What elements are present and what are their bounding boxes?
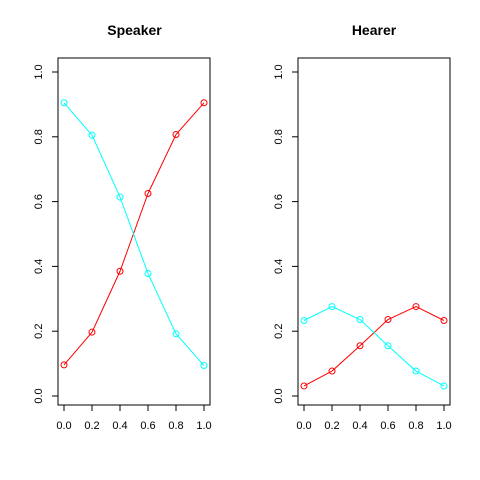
y-tick-label: 0.6 <box>33 194 45 209</box>
series-layer <box>300 303 448 390</box>
y-tick-label: 0.0 <box>273 388 285 403</box>
data-point <box>440 382 448 390</box>
data-point <box>60 361 68 369</box>
data-point <box>356 316 364 324</box>
y-tick-label: 0.0 <box>33 388 45 403</box>
data-point <box>300 382 308 390</box>
x-tick-label: 0.4 <box>352 420 367 432</box>
data-point <box>144 190 152 197</box>
y-tick-label: 0.6 <box>273 194 285 209</box>
data-point <box>300 317 308 325</box>
data-point <box>172 131 180 139</box>
data-point <box>144 270 152 278</box>
y-tick-label: 0.8 <box>273 129 285 144</box>
data-point <box>200 362 208 370</box>
plot-frame <box>297 57 451 406</box>
data-point <box>200 99 208 107</box>
y-tick-label: 0.2 <box>273 324 285 339</box>
x-axis: 0.0 0.2 0.4 0.6 0.8 1.0 <box>56 404 212 432</box>
x-axis: 0.0 0.2 0.4 0.6 0.8 1.0 <box>296 404 452 432</box>
x-tick-label: 0.8 <box>408 420 423 432</box>
y-tick-label: 0.2 <box>33 324 45 339</box>
data-point <box>384 316 392 324</box>
panel-hearer: Hearer 0.0 0.2 0.4 0.6 0.8 1.0 0.00.20.40.60.… <box>273 22 452 432</box>
y-axis: 0.0 0.2 0.4 0.6 0.8 1.0 <box>273 64 299 404</box>
series-line-2 <box>303 306 445 387</box>
x-tick-label: 0.0 <box>56 420 71 432</box>
y-tick-label: 0.8 <box>33 129 45 144</box>
data-point <box>328 303 336 311</box>
data-point <box>328 367 336 375</box>
y-axis: 0.0 0.2 0.4 0.6 0.8 1.0 <box>33 64 59 404</box>
y-tick-label: 1.0 <box>273 64 285 79</box>
data-point <box>412 367 420 375</box>
series-line-2 <box>63 102 205 366</box>
data-point <box>412 303 420 311</box>
x-tick-label: 0.6 <box>380 420 395 432</box>
x-tick-label: 0.2 <box>84 420 99 432</box>
y-tick-label: 1.0 <box>33 64 45 79</box>
data-point <box>88 328 96 336</box>
data-point <box>60 99 68 107</box>
x-tick-label: 0.6 <box>140 420 155 432</box>
x-tick-label: 0.8 <box>168 420 183 432</box>
data-point <box>116 193 124 201</box>
data-point <box>88 131 96 139</box>
x-tick-label: 0.0 <box>296 420 311 432</box>
data-point <box>172 330 180 338</box>
x-tick-label: 0.2 <box>324 420 339 432</box>
series-line-1 <box>303 306 445 387</box>
panel-title: Hearer <box>352 22 397 38</box>
data-point <box>116 267 124 275</box>
y-tick-label: 0.4 <box>273 259 285 274</box>
series-layer <box>60 99 208 370</box>
x-tick-label: 0.4 <box>112 420 127 432</box>
x-tick-label: 1.0 <box>436 420 451 432</box>
y-tick-label: 0.4 <box>33 259 45 274</box>
panel-speaker: Speaker 0.0 0.2 0.4 0.6 0.8 1.0 0.00.20.40.60… <box>33 22 212 432</box>
data-point <box>384 342 392 350</box>
series-line-1 <box>63 102 205 366</box>
x-tick-label: 1.0 <box>196 420 211 432</box>
panel-title: Speaker <box>107 22 162 38</box>
data-point <box>440 317 448 325</box>
data-point <box>356 342 364 350</box>
